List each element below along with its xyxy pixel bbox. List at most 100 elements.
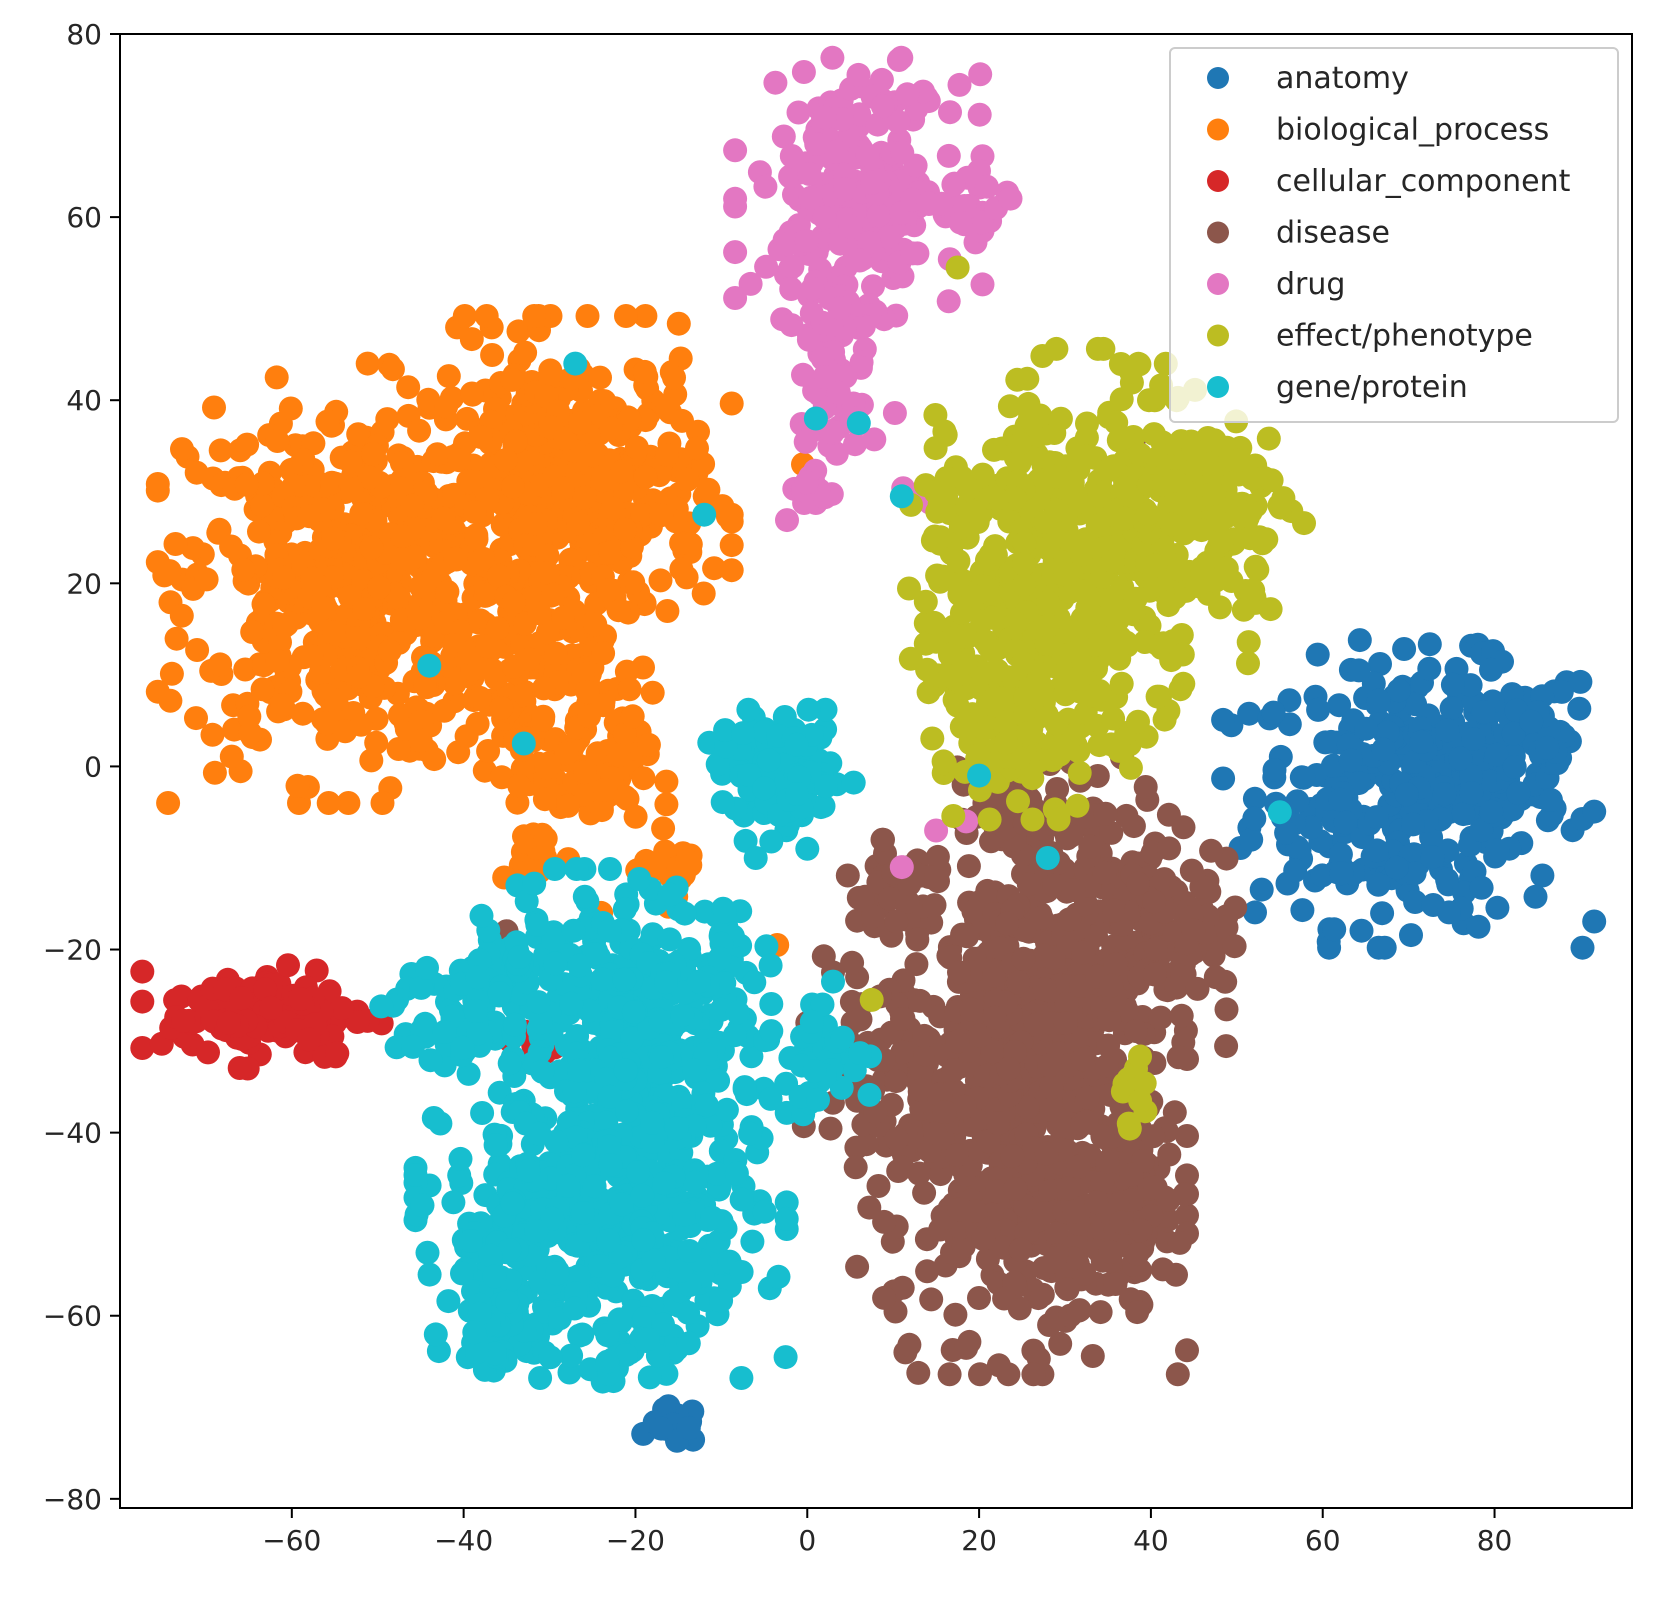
data-point (753, 174, 778, 199)
data-point (1016, 391, 1041, 416)
data-point (670, 1003, 695, 1028)
data-point (1048, 406, 1073, 431)
data-point (1214, 915, 1239, 940)
data-point (1439, 696, 1464, 721)
data-point (590, 967, 615, 992)
data-point (300, 566, 325, 591)
data-point (1328, 842, 1353, 867)
data-point (454, 724, 479, 749)
data-point (941, 1058, 966, 1083)
data-point (700, 1205, 725, 1230)
data-point (1435, 718, 1460, 743)
data-point (408, 709, 433, 734)
data-point (794, 229, 819, 253)
data-point (945, 255, 970, 280)
data-point (820, 45, 845, 70)
data-point (1366, 688, 1391, 713)
data-point (759, 992, 784, 1016)
data-point (1011, 946, 1036, 971)
data-point (1258, 597, 1283, 622)
data-point (855, 143, 880, 168)
data-point (231, 557, 256, 582)
data-point (1349, 918, 1374, 943)
data-point (632, 359, 657, 384)
data-point (588, 365, 612, 390)
data-point (1053, 1011, 1078, 1036)
data-point (1044, 1221, 1069, 1246)
data-point (1107, 738, 1132, 763)
data-point (1042, 873, 1067, 898)
data-point (685, 436, 709, 461)
data-point (229, 986, 254, 1011)
data-point (925, 844, 950, 869)
data-point (431, 506, 456, 531)
data-point (1401, 812, 1425, 837)
data-point (897, 1332, 922, 1357)
data-point (501, 590, 526, 615)
data-point (400, 493, 425, 518)
data-point (389, 607, 414, 632)
data-point (890, 1007, 914, 1031)
data-point (556, 1173, 581, 1198)
data-point (1103, 1272, 1128, 1296)
data-point (712, 899, 737, 924)
data-point (1105, 1192, 1130, 1217)
data-point (812, 205, 837, 230)
data-point (423, 1322, 448, 1347)
data-point (535, 620, 560, 645)
data-point (1201, 481, 1226, 506)
data-point (906, 1360, 931, 1385)
data-point (1020, 807, 1045, 832)
data-point (982, 1005, 1007, 1030)
data-point (992, 1286, 1017, 1311)
data-point (633, 304, 658, 328)
data-point (1112, 476, 1137, 500)
data-point (417, 1262, 442, 1287)
points-layer (130, 45, 1607, 1453)
data-point (1128, 1088, 1153, 1113)
data-point (480, 343, 505, 367)
data-point (967, 1286, 991, 1310)
data-point (1506, 781, 1531, 806)
data-point (1283, 858, 1308, 883)
data-point (752, 1199, 777, 1224)
data-point (590, 468, 615, 493)
data-point (219, 744, 244, 769)
data-point (1012, 572, 1037, 597)
data-point (662, 365, 686, 390)
data-point (840, 950, 865, 975)
data-point (813, 105, 838, 130)
data-point (1109, 1210, 1134, 1235)
data-point (1274, 820, 1299, 845)
data-point (723, 240, 748, 265)
data-point (524, 1219, 549, 1243)
data-point (1448, 746, 1473, 771)
data-point (346, 422, 371, 447)
data-point (678, 532, 703, 557)
data-point (1000, 1144, 1025, 1169)
data-point (812, 365, 837, 390)
data-point (1226, 448, 1250, 473)
data-point (1032, 1201, 1057, 1225)
data-point (907, 1161, 932, 1186)
data-point (1245, 557, 1270, 582)
data-point (1338, 748, 1363, 773)
data-point (1169, 1003, 1194, 1028)
data-point (609, 1192, 634, 1217)
data-point (468, 425, 493, 449)
data-point (986, 1353, 1011, 1378)
data-point (1310, 863, 1335, 888)
data-point (732, 1077, 757, 1101)
data-point (915, 657, 940, 682)
data-point (617, 677, 642, 702)
data-point (253, 977, 278, 1002)
data-point (1075, 411, 1099, 436)
data-point (780, 254, 805, 279)
data-point (551, 605, 575, 630)
data-point (559, 1343, 584, 1368)
data-point (315, 409, 340, 434)
data-point (185, 638, 210, 662)
data-point (523, 512, 548, 536)
data-point (655, 599, 680, 623)
data-point (270, 693, 295, 718)
